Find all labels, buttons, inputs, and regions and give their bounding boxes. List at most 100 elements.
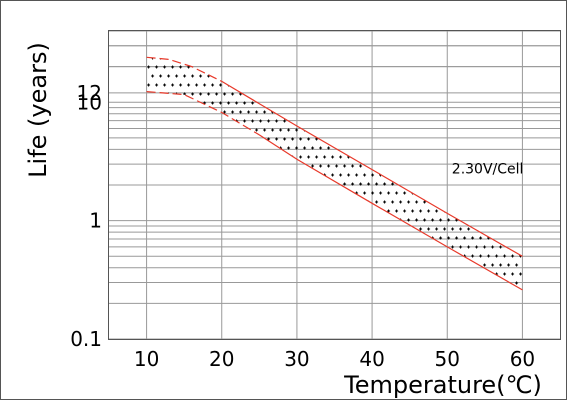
stipple-mark [439,236,443,240]
stipple-mark [167,74,171,78]
stipple-mark [443,227,447,231]
stipple-mark [499,245,503,249]
stipple-mark [363,191,367,195]
band-upper-edge-dashed [146,56,223,82]
stipple-mark [519,272,523,276]
stipple-mark [275,137,279,141]
stipple-mark [303,146,307,150]
stipple-mark [403,209,407,213]
stipple-mark [335,164,339,168]
stipple-mark [399,200,403,204]
plot-frame [108,30,561,340]
stipple-mark [255,128,259,132]
stipple-mark [299,137,303,141]
stipple-mark [199,92,203,96]
stipple-mark [427,209,431,213]
stipple-mark [495,254,499,258]
stipple-mark [379,191,383,195]
x-tick-label: 40 [359,347,384,371]
stipple-mark [371,173,375,177]
stipple-mark [423,218,427,222]
stipple-mark [459,227,463,231]
stipple-mark [347,173,351,177]
stipple-mark [363,173,367,177]
stipple-mark [423,200,427,204]
stipple-mark [175,74,179,78]
stipple-mark [239,110,243,114]
y-tick-label: 10 [77,90,102,114]
stipple-mark [267,119,271,123]
stipple-mark [243,101,247,105]
stipple-mark [343,164,347,168]
stipple-mark [311,146,315,150]
stipple-mark [219,83,223,87]
stipple-mark [155,83,159,87]
stipple-mark [323,155,327,159]
stipple-mark [271,128,275,132]
stipple-mark [287,128,291,132]
stipple-mark [483,263,487,267]
stipple-mark [407,218,411,222]
stipple-mark [163,83,167,87]
x-tick-label: 10 [134,347,159,371]
stipple-mark [395,209,399,213]
stipple-mark [375,200,379,204]
stipple-mark [295,146,299,150]
stipple-mark [515,281,519,285]
stipple-mark [383,200,387,204]
stipple-mark [331,155,335,159]
stipple-mark [463,236,467,240]
stipple-mark [435,209,439,213]
stipple-mark [339,173,343,177]
stipple-mark [327,146,331,150]
stipple-mark [159,74,163,78]
stipple-mark [263,110,267,114]
stipple-mark [439,218,443,222]
stipple-mark [351,182,355,186]
stipple-mark [467,227,471,231]
stipple-mark [491,245,495,249]
stipple-mark [503,254,507,258]
x-tick-label: 60 [510,347,535,371]
stipple-mark [387,209,391,213]
stipple-mark [299,155,303,159]
stipple-mark [235,101,239,105]
stipple-mark [191,92,195,96]
x-axis-label: Temperature(℃) [343,371,542,399]
stipple-mark [395,191,399,195]
stipple-mark [211,83,215,87]
stipple-mark [419,209,423,213]
stipple-mark [307,137,311,141]
stipple-mark [291,137,295,141]
stipple-mark [315,155,319,159]
x-tick-label: 50 [435,347,460,371]
stipple-mark [251,101,255,105]
stipple-mark [287,146,291,150]
stipple-mark [263,128,267,132]
grid [109,30,560,340]
stipple-mark [403,191,407,195]
stipple-mark [219,101,223,105]
stipple-mark [451,245,455,249]
stipple-mark [283,119,287,123]
stipple-mark [447,236,451,240]
stipple-mark [427,227,431,231]
stipple-mark [227,101,231,105]
x-tick-label: 30 [284,347,309,371]
stipple-mark [187,83,191,87]
stipple-mark [343,182,347,186]
stipple-mark [223,92,227,96]
stipple-mark [475,245,479,249]
stipple-mark [419,227,423,231]
stipple-mark [459,245,463,249]
stipple-mark [223,110,227,114]
band-lower-edge [258,134,523,291]
stipple-mark [471,236,475,240]
stipple-mark [231,110,235,114]
stipple-mark [295,128,299,132]
stipple-mark [467,245,471,249]
stipple-mark [391,182,395,186]
stipple-mark [191,74,195,78]
stipple-mark [211,101,215,105]
